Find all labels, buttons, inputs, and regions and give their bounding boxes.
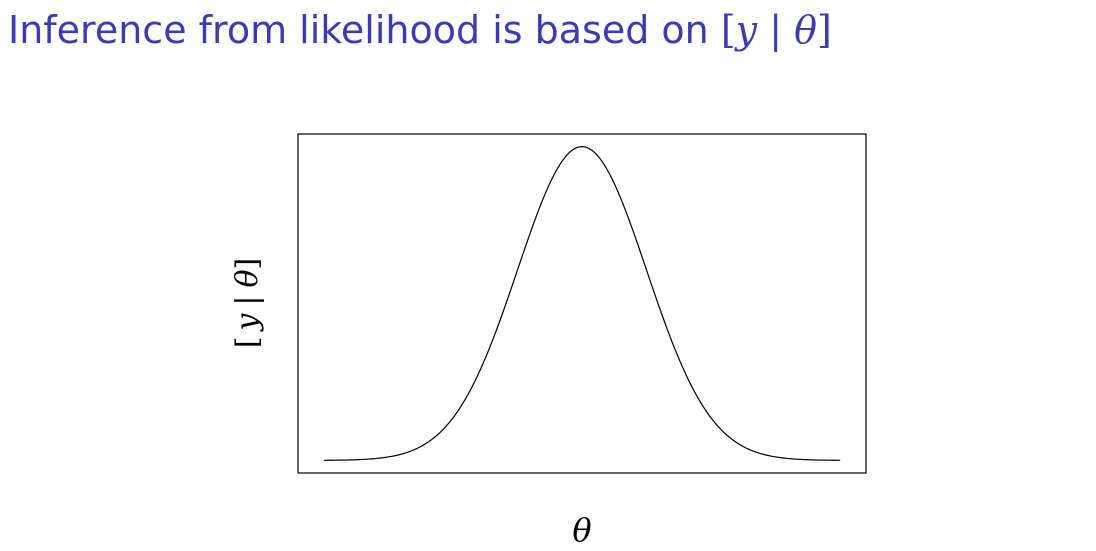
x-axis-label: θ	[572, 511, 591, 549]
y-axis-label-bar: |	[230, 296, 265, 306]
slide-title-bar: |	[757, 8, 795, 52]
plot-frame	[297, 133, 867, 474]
y-axis-label-close: ]	[230, 258, 265, 270]
slide-title-text: Inference from likelihood is based on	[8, 8, 721, 52]
x-axis-label-text: θ	[572, 511, 591, 549]
y-axis-label: [ y | θ]	[230, 258, 265, 349]
slide-title-bracket-close: ]	[817, 8, 832, 52]
y-axis-label-theta: θ	[230, 269, 265, 287]
curve-points	[323, 146, 841, 462]
likelihood-curve	[323, 146, 841, 461]
y-axis-label-open: [	[230, 337, 265, 349]
slide-title-bracket-open: [	[720, 8, 736, 52]
slide-title-theta: θ	[794, 8, 817, 52]
slide-title-y: y	[735, 8, 758, 52]
y-axis-label-text: [ y | θ]	[230, 258, 265, 349]
slide-title: Inference from likelihood is based on [y…	[8, 4, 832, 56]
y-axis-label-y: y	[230, 313, 265, 333]
